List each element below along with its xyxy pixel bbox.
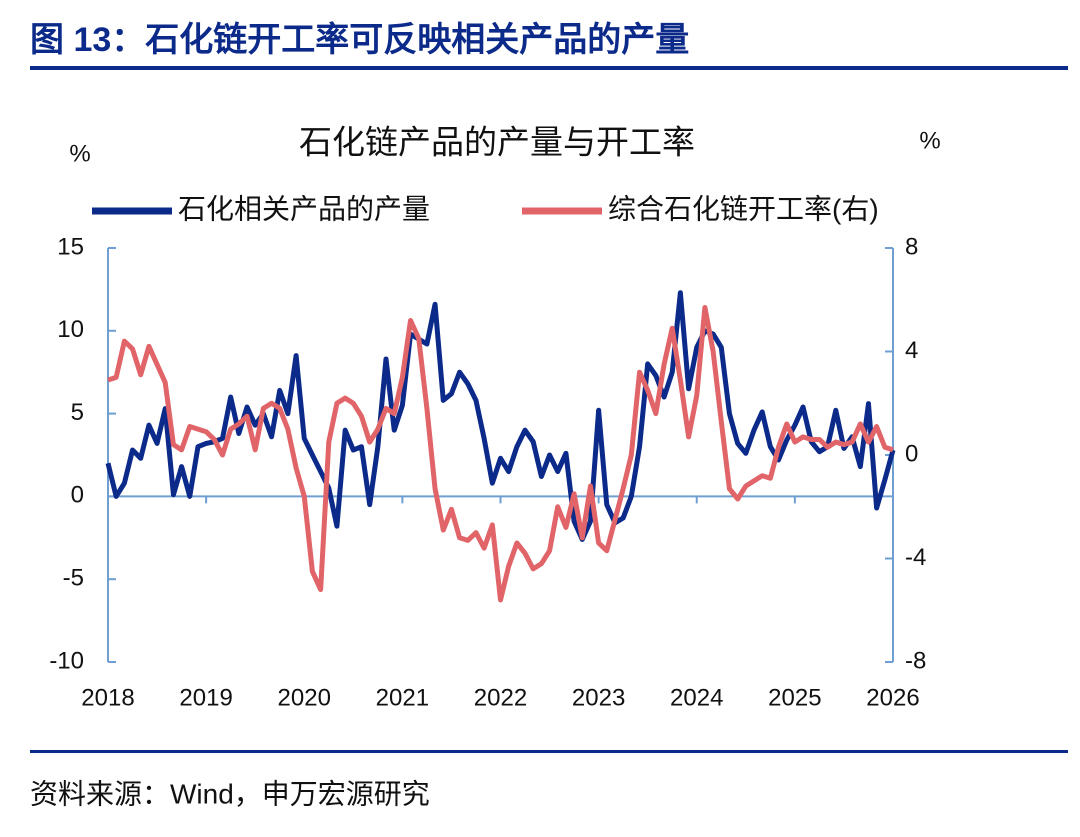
- y-unit: %: [69, 140, 90, 167]
- y2-unit: %: [919, 127, 940, 154]
- x-tick-label: 2026: [866, 684, 919, 711]
- y-tick-label: 0: [71, 482, 84, 509]
- x-tick-label: 2024: [670, 684, 723, 711]
- x-tick-label: 2025: [768, 684, 821, 711]
- x-tick-label: 2021: [376, 684, 429, 711]
- series-line: [107, 305, 894, 603]
- y2-tick-label: 0: [905, 440, 918, 467]
- x-tick-label: 2018: [81, 684, 134, 711]
- legend-label: 综合石化链开工率(右): [608, 193, 879, 224]
- page-title: 图 13：石化链开工率可反映相关产品的产量: [30, 21, 689, 59]
- y2-tick-label: -8: [905, 647, 926, 674]
- series-line: [105, 290, 896, 542]
- x-tick-label: 2022: [474, 684, 527, 711]
- y-tick-label: 15: [57, 233, 84, 260]
- y-tick-label: -5: [63, 565, 84, 592]
- title-rule: [30, 66, 1068, 70]
- y-tick-label: -10: [49, 647, 84, 674]
- legend-label: 石化相关产品的产量: [178, 193, 430, 224]
- x-tick-label: 2020: [278, 684, 331, 711]
- footer-rule: [30, 750, 1068, 753]
- y2-tick-label: 4: [905, 337, 918, 364]
- source: 资料来源：Wind，申万宏源研究: [30, 778, 430, 809]
- y-tick-label: 5: [71, 399, 84, 426]
- x-tick-label: 2023: [572, 684, 625, 711]
- y2-tick-label: 8: [905, 233, 918, 260]
- y2-tick-label: -4: [905, 544, 926, 571]
- y-tick-label: 10: [57, 316, 84, 343]
- x-tick-label: 2019: [179, 684, 232, 711]
- chart-title: 石化链产品的产量与开工率: [299, 124, 695, 161]
